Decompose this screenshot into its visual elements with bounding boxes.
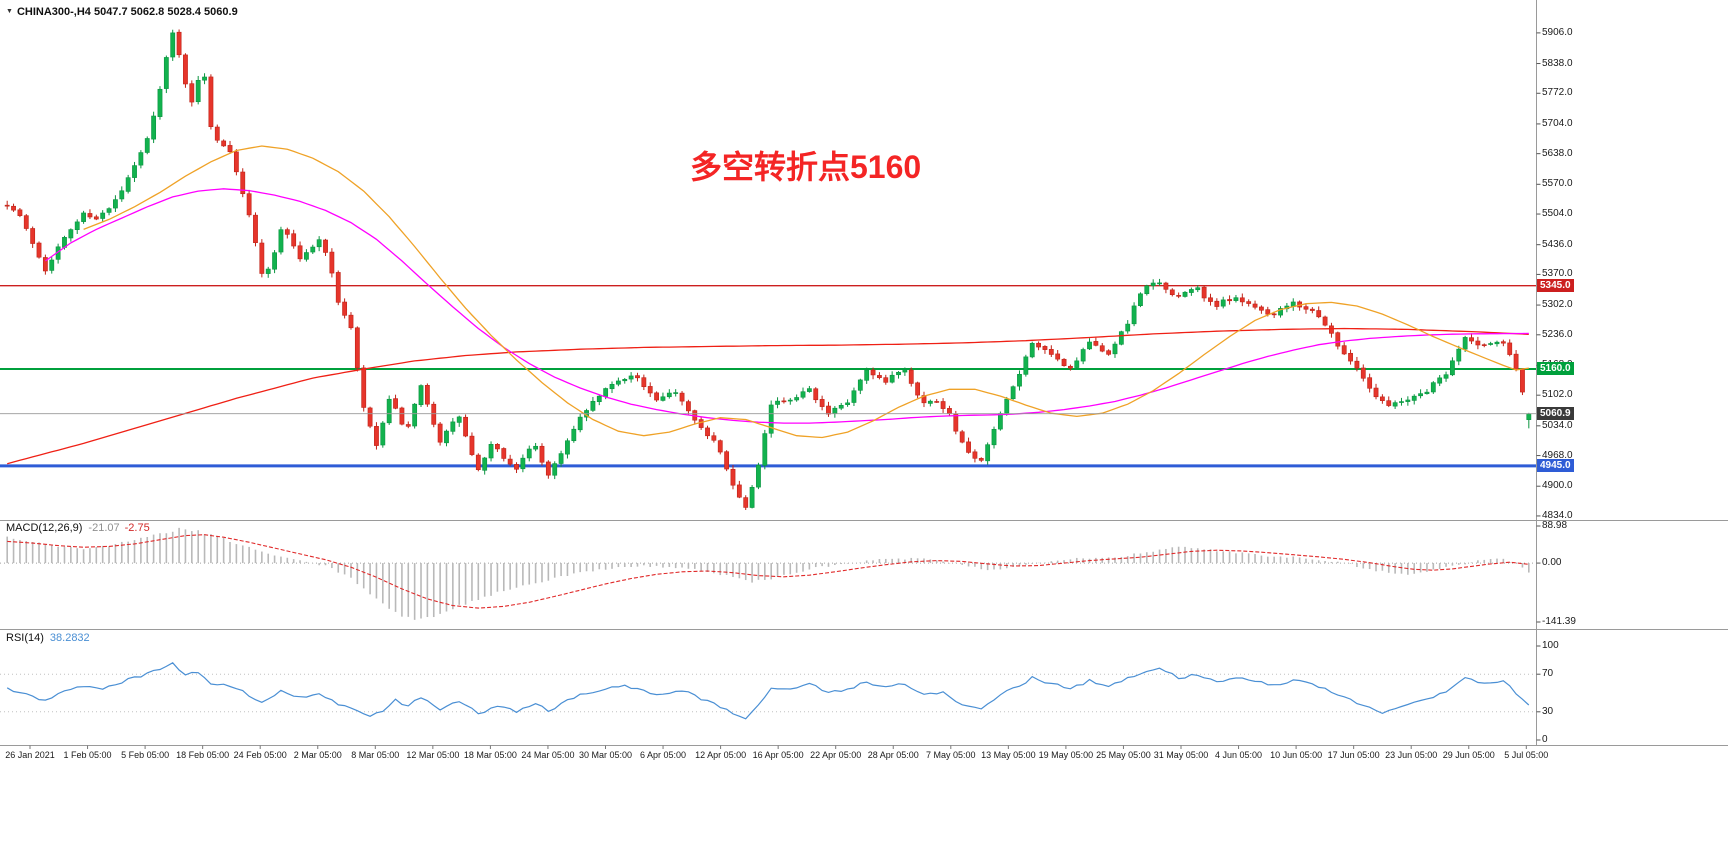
macd-label: MACD(12,26,9) xyxy=(6,522,83,534)
macd-layer xyxy=(0,527,1536,620)
macd-pane-header: MACD(12,26,9) -21.07 -2.75 xyxy=(6,522,150,535)
moving-averages-layer xyxy=(7,145,1529,465)
rsi-pane-header: RSI(14) 38.2832 xyxy=(6,632,90,645)
symbol-dropdown-icon[interactable]: ▼ xyxy=(6,8,13,15)
frame-layer xyxy=(0,0,1728,749)
macd-main-value: -21.07 xyxy=(88,522,120,534)
candles-layer xyxy=(4,29,1532,511)
symbol-ohlc-text: CHINA300-,H4 5047.7 5062.8 5028.4 5060.9 xyxy=(16,6,238,18)
symbol-ohlc-header: ▼ CHINA300-,H4 5047.7 5062.8 5028.4 5060.… xyxy=(6,5,238,19)
levels-layer xyxy=(0,284,1536,468)
chart-annotation-text: 多空转折点5160 xyxy=(690,149,922,185)
macd-signal-value: -2.75 xyxy=(124,522,150,534)
rsi-layer xyxy=(0,662,1536,720)
rsi-label: RSI(14) xyxy=(6,632,44,644)
rsi-value: 38.2832 xyxy=(49,632,90,644)
